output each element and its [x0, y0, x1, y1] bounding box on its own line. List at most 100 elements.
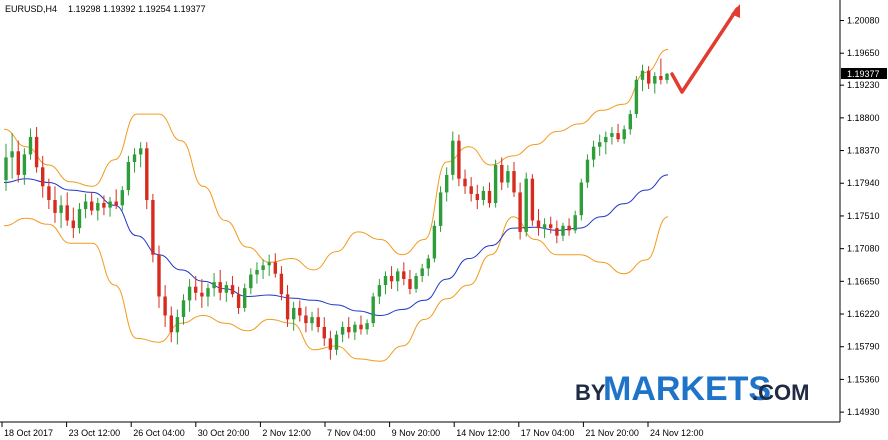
candle-body — [4, 157, 8, 181]
candle-body — [41, 167, 45, 187]
candle-body — [530, 178, 535, 221]
candle-body — [114, 201, 118, 206]
candle-body — [16, 151, 20, 175]
candle — [16, 140, 20, 183]
candle-body — [10, 151, 14, 158]
candle-body — [145, 148, 149, 200]
candle-body — [328, 338, 333, 350]
candle-body — [139, 148, 143, 155]
candle-body — [567, 225, 571, 231]
candle — [163, 285, 167, 327]
candle-body — [96, 203, 100, 211]
candle-body — [347, 327, 351, 333]
candle-body — [285, 294, 290, 320]
candle — [530, 174, 535, 226]
candle-body — [377, 285, 382, 297]
candle-body — [524, 178, 528, 232]
candle — [549, 216, 553, 234]
y-tick-label: 1.19650 — [847, 48, 880, 58]
candle-body — [304, 315, 308, 324]
y-tick-label: 1.14930 — [847, 407, 880, 417]
candle-body — [389, 276, 394, 282]
candle-body — [157, 254, 161, 297]
candle — [53, 186, 57, 223]
candle — [542, 218, 547, 238]
candle — [500, 157, 504, 191]
candle — [47, 178, 51, 210]
candle — [408, 269, 412, 295]
chart-symbol: EURUSD,H4 — [5, 4, 57, 14]
candle-body — [549, 224, 553, 229]
candle — [243, 283, 247, 312]
candle-body — [653, 76, 657, 84]
candle-body — [622, 129, 626, 140]
candle-body — [426, 258, 430, 269]
candle-body — [261, 265, 265, 270]
candle-body — [187, 286, 192, 301]
candle — [493, 159, 498, 208]
candle — [218, 269, 222, 301]
candle — [34, 126, 39, 173]
candle-body — [487, 190, 492, 204]
candle — [102, 195, 106, 216]
y-axis-ticks: 1.20080 1.19650 1.19230 1.18800 1.18370 1.179… — [840, 16, 880, 417]
candle — [151, 193, 155, 263]
candle-body — [512, 171, 516, 193]
candle-body — [236, 294, 241, 308]
candle-body — [102, 203, 106, 208]
candle-body — [28, 136, 33, 155]
candle — [598, 134, 602, 156]
candle-body — [457, 140, 461, 179]
candle-body — [469, 186, 473, 194]
candle — [512, 161, 516, 197]
candle — [90, 192, 94, 216]
candle — [279, 266, 284, 301]
forecast-arrow — [670, 4, 740, 94]
candle-body — [47, 186, 51, 200]
x-tick-label: 9 Nov 20:00 — [392, 428, 441, 438]
candle — [451, 131, 455, 181]
candle-body — [463, 178, 467, 187]
candle — [665, 72, 669, 84]
candle-body — [536, 220, 541, 229]
candle — [139, 142, 143, 168]
y-tick-label: 1.19230 — [847, 80, 880, 90]
candle-body — [561, 225, 565, 236]
x-tick-label: 26 Oct 04:00 — [133, 428, 185, 438]
candle — [4, 143, 8, 191]
candle — [414, 272, 418, 293]
candle-body — [340, 327, 345, 335]
y-tick-label: 1.16220 — [847, 309, 880, 319]
candle — [22, 148, 27, 185]
candle — [175, 309, 180, 345]
candle-body — [298, 307, 302, 316]
candle — [377, 279, 382, 305]
candle-body — [322, 327, 326, 339]
candle — [187, 279, 192, 312]
candle-body — [475, 193, 479, 200]
candle-body — [481, 190, 486, 200]
candle-body — [200, 292, 204, 297]
y-tick-label: 1.15360 — [847, 374, 880, 384]
candle — [659, 58, 663, 85]
candle — [255, 262, 259, 284]
candle-body — [34, 136, 39, 168]
candle — [402, 262, 406, 286]
candle-body — [518, 192, 522, 232]
candle-body — [604, 136, 608, 143]
chart-ohlc: 1.19298 1.19392 1.19254 1.19377 — [68, 4, 206, 14]
current-price-tag: 1.19377 — [841, 68, 887, 79]
candle — [579, 178, 583, 221]
candle — [347, 317, 351, 339]
candle-body — [71, 220, 75, 229]
candle-body — [665, 73, 669, 80]
candle — [359, 315, 363, 335]
candle-body — [451, 140, 455, 175]
candle-body — [383, 276, 388, 286]
x-tick-label: 7 Nov 04:00 — [327, 428, 376, 438]
candle — [292, 301, 296, 331]
candle — [561, 222, 565, 242]
candle-body — [212, 282, 216, 289]
